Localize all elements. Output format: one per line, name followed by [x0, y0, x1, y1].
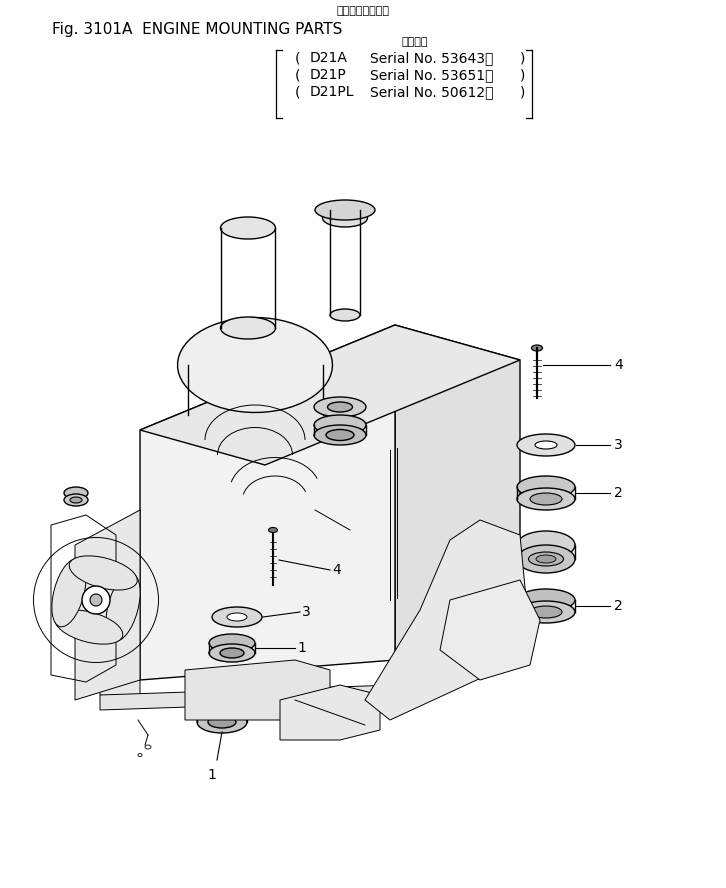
Ellipse shape [197, 711, 247, 733]
Ellipse shape [69, 556, 137, 590]
Ellipse shape [54, 610, 123, 644]
Text: Serial No. 50612～: Serial No. 50612～ [370, 85, 494, 99]
Polygon shape [365, 520, 530, 720]
Ellipse shape [70, 497, 82, 503]
Ellipse shape [314, 397, 366, 417]
Text: ): ) [520, 68, 526, 82]
Polygon shape [100, 650, 520, 710]
Text: D21P: D21P [310, 68, 347, 82]
Ellipse shape [326, 430, 354, 440]
Ellipse shape [269, 527, 277, 533]
Ellipse shape [212, 607, 262, 627]
Ellipse shape [227, 613, 247, 621]
Ellipse shape [82, 586, 110, 614]
Text: 2: 2 [614, 486, 623, 500]
Text: (: ( [295, 68, 301, 82]
Ellipse shape [517, 434, 575, 456]
Text: ): ) [520, 85, 526, 99]
Ellipse shape [535, 441, 557, 449]
Text: (: ( [295, 85, 301, 99]
Ellipse shape [64, 494, 88, 506]
Ellipse shape [221, 217, 275, 239]
Polygon shape [140, 325, 395, 680]
Ellipse shape [530, 493, 562, 505]
Ellipse shape [327, 402, 353, 412]
Ellipse shape [314, 415, 366, 435]
Text: 1: 1 [208, 768, 216, 782]
Ellipse shape [517, 476, 575, 498]
Ellipse shape [90, 594, 102, 606]
Ellipse shape [517, 531, 575, 559]
Ellipse shape [517, 488, 575, 510]
Ellipse shape [531, 345, 542, 351]
Ellipse shape [52, 559, 86, 627]
Ellipse shape [529, 552, 563, 566]
Ellipse shape [517, 601, 575, 623]
Text: 4: 4 [332, 563, 340, 577]
Text: 1: 1 [297, 641, 306, 655]
Text: ): ) [520, 51, 526, 65]
Ellipse shape [208, 716, 236, 728]
Ellipse shape [209, 634, 255, 652]
Ellipse shape [106, 574, 140, 641]
Text: Serial No. 53643～: Serial No. 53643～ [370, 51, 494, 65]
Ellipse shape [221, 317, 275, 339]
Text: 適用号機: 適用号機 [401, 37, 428, 47]
Polygon shape [185, 660, 330, 720]
Ellipse shape [315, 200, 375, 220]
Polygon shape [440, 580, 540, 680]
Ellipse shape [197, 699, 247, 721]
Text: (: ( [295, 51, 301, 65]
Text: Fig. 3101A  ENGINE MOUNTING PARTS: Fig. 3101A ENGINE MOUNTING PARTS [52, 22, 343, 37]
Polygon shape [280, 685, 380, 740]
Ellipse shape [536, 555, 556, 563]
Text: D21A: D21A [310, 51, 348, 65]
Text: Serial No. 53651～: Serial No. 53651～ [370, 68, 494, 82]
Polygon shape [140, 325, 520, 465]
Text: 4: 4 [614, 358, 623, 372]
Ellipse shape [330, 309, 360, 321]
Polygon shape [75, 510, 140, 700]
Ellipse shape [64, 487, 88, 499]
Ellipse shape [517, 589, 575, 611]
Polygon shape [178, 318, 333, 413]
Text: 3: 3 [614, 438, 623, 452]
Ellipse shape [517, 545, 575, 573]
Text: エンジン取付部品: エンジン取付部品 [336, 6, 390, 16]
Ellipse shape [209, 644, 255, 662]
Ellipse shape [530, 606, 562, 618]
Polygon shape [100, 670, 140, 700]
Text: 2: 2 [614, 599, 623, 613]
Ellipse shape [322, 209, 367, 227]
Text: D21PL: D21PL [310, 85, 354, 99]
Ellipse shape [314, 425, 366, 445]
Ellipse shape [220, 648, 244, 658]
Text: 3: 3 [302, 605, 311, 619]
Polygon shape [395, 325, 520, 660]
